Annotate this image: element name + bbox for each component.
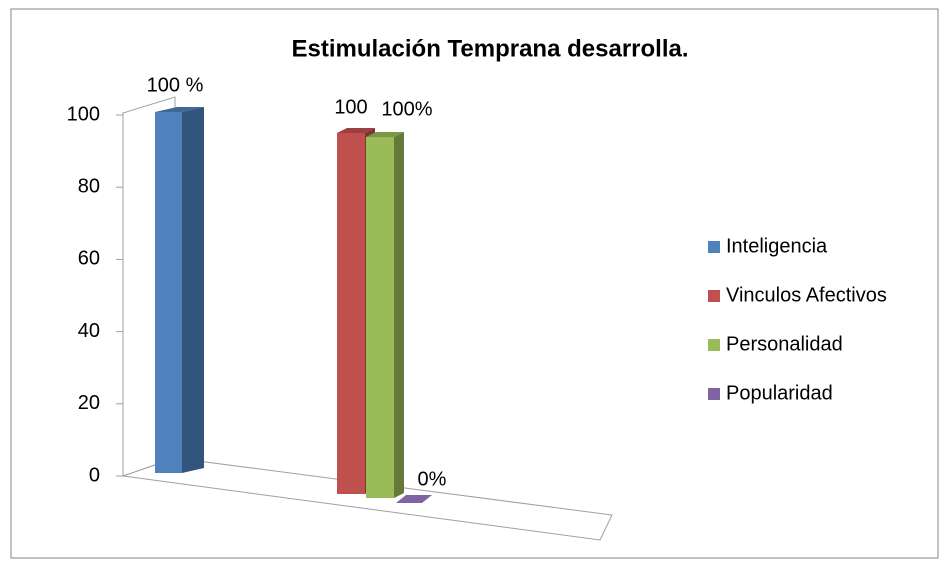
legend-label: Vinculos Afectivos xyxy=(726,284,887,306)
value-label: 0% xyxy=(418,468,447,490)
bar-side xyxy=(182,107,204,473)
value-label: 100 % xyxy=(147,74,204,96)
y-tick-label: 0 xyxy=(89,464,100,486)
bar-side xyxy=(394,132,404,498)
bar-top xyxy=(366,132,404,137)
legend-label: Personalidad xyxy=(726,333,843,355)
y-tick-label: 20 xyxy=(78,392,100,414)
legend-swatch xyxy=(708,388,720,400)
bar-top xyxy=(155,107,204,112)
legend-swatch xyxy=(708,339,720,351)
y-tick-label: 100 xyxy=(67,103,100,125)
legend-swatch xyxy=(708,241,720,253)
legend-label: Inteligencia xyxy=(726,235,828,257)
y-tick-label: 40 xyxy=(78,320,100,342)
bar xyxy=(337,133,365,494)
bar-top xyxy=(337,128,375,133)
bar xyxy=(396,495,432,503)
y-tick-label: 80 xyxy=(78,175,100,197)
value-label: 100 xyxy=(334,96,367,118)
bar xyxy=(366,137,394,498)
bar xyxy=(155,112,182,473)
legend-label: Popularidad xyxy=(726,382,833,404)
value-label: 100% xyxy=(381,98,432,120)
y-tick-label: 60 xyxy=(78,248,100,270)
chart-title: Estimulación Temprana desarrolla. xyxy=(291,35,688,62)
legend-swatch xyxy=(708,290,720,302)
